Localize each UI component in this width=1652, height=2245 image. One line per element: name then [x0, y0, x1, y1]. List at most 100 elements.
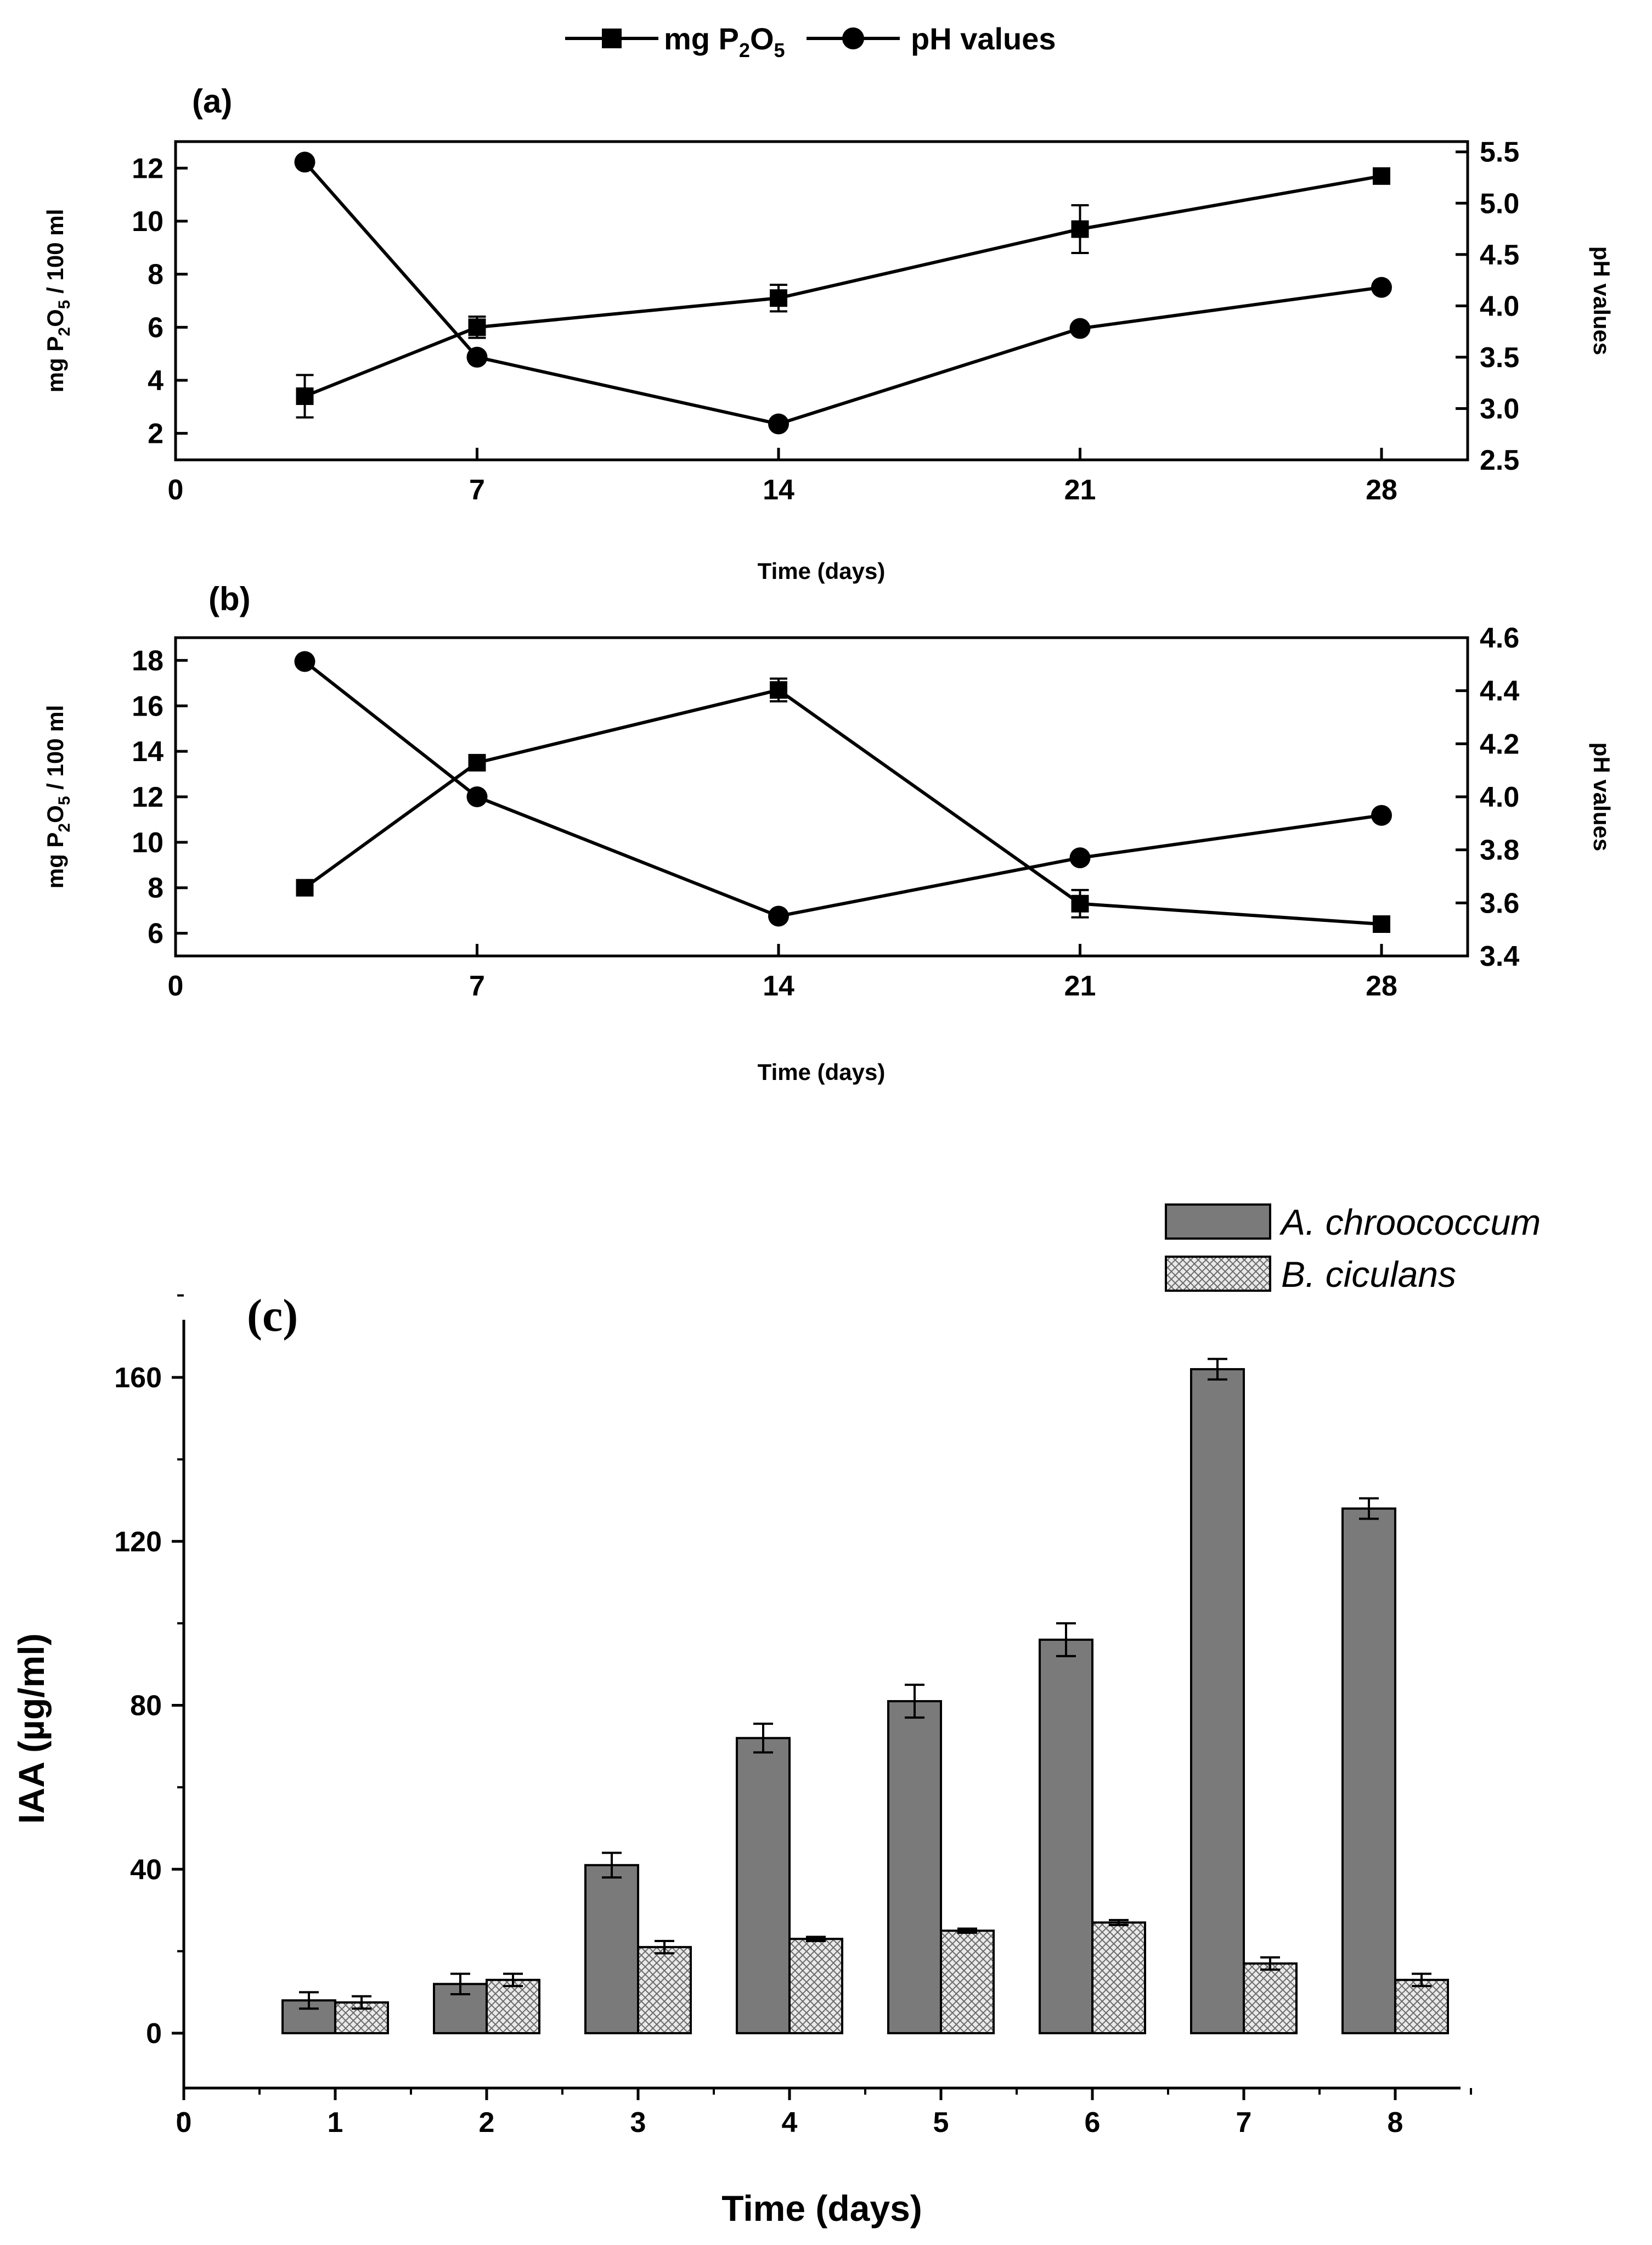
legend-text-a-chroococcum: A. chroococcum — [1279, 1202, 1541, 1242]
panel-c-bar-b-ciculans — [940, 1929, 995, 2034]
panel-c-x-tick-label: 1 — [328, 2107, 343, 2139]
panel-a-x-tick-label: 28 — [1366, 474, 1397, 506]
panel-c-xlabel: Time (days) — [721, 2188, 922, 2229]
panel-c-y-tick-label: 80 — [130, 1690, 162, 1722]
panel-c-x-tick-label: 7 — [1236, 2107, 1252, 2139]
legend-text-ph: pH values — [911, 21, 1056, 56]
panel-a-x-tick-label: 21 — [1064, 474, 1096, 506]
panel-b-point-p2o5 — [1071, 894, 1089, 913]
panel-c-bar-b-ciculans — [788, 1938, 843, 2034]
panel-b-xlabel: Time (days) — [758, 1059, 886, 1085]
legend-square-marker — [602, 29, 622, 48]
panel-b-point-ph — [294, 651, 315, 672]
panel-b-y-right-tick-label: 4.0 — [1480, 781, 1519, 813]
panel-b-y-right-tick-label: 3.4 — [1480, 941, 1519, 972]
panel-c-y-tick-label: 0 — [146, 2018, 162, 2050]
panel-c-x-tick-label: 4 — [782, 2107, 798, 2139]
panel-b-point-p2o5 — [1373, 915, 1390, 933]
panel-a-y-left-tick-label: 4 — [148, 365, 163, 397]
panel-b-point-p2o5 — [468, 753, 486, 772]
panel-a-y-right-tick-label: 5.0 — [1480, 188, 1519, 220]
panel-b-point-ph — [768, 905, 789, 927]
panel-a-y-right-tick-label: 2.5 — [1480, 445, 1519, 476]
panel-a-point-ph — [1069, 318, 1091, 339]
panel-b: (b) 0 7 14 21 28 6 8 10 12 14 16 18 3.4 3.6 3.8 4.0 4.2 4… — [42, 581, 1615, 1085]
panel-a-line-p2o5 — [304, 174, 1382, 398]
panel-c-bar-b-ciculans — [1394, 1978, 1449, 2034]
panel-b-ylabel-left: mg P2O5 / 100 ml — [42, 705, 74, 889]
panel-b-y-left-tick-label: 6 — [148, 918, 163, 950]
panel-a-point-p2o5 — [468, 318, 486, 336]
panel-a-y-right-tick-label: 5.5 — [1480, 137, 1519, 168]
panel-a-point-p2o5 — [296, 387, 314, 405]
panel-a-point-ph — [294, 151, 315, 173]
panel-b-ticks: 0 7 14 21 28 6 8 10 12 14 16 18 3.4 3.6 3.8 4.0 4.2 4.4 4.… — [132, 622, 1519, 1002]
panel-c-bar-a-chroococcum — [887, 1700, 942, 2034]
panel-b-point-p2o5 — [296, 879, 314, 897]
panel-a-ylabel-right: pH values — [1589, 246, 1615, 355]
panel-b-y-left-tick-label: 14 — [132, 736, 163, 768]
panel-c-x-tick-label: 2 — [479, 2107, 495, 2139]
panel-a-y-left-tick-label: 12 — [132, 153, 163, 184]
panel-a-xlabel: Time (days) — [758, 558, 886, 584]
panel-a-y-right-tick-label: 3.5 — [1480, 342, 1519, 374]
panel-a-y-right-tick-label: 3.0 — [1480, 393, 1519, 425]
panel-b-y-left-tick-label: 10 — [132, 827, 163, 859]
panel-c-x-tick-label: 3 — [630, 2107, 646, 2139]
legend-swatch-a-chroococcum — [1165, 1203, 1271, 1240]
panel-c-bar-b-ciculans — [486, 1978, 540, 2034]
panel-a-x-tick-label: 14 — [763, 474, 794, 506]
panel-b-x-tick-label: 21 — [1064, 970, 1096, 1002]
panel-a-ylabel-left: mg P2O5 / 100 ml — [42, 209, 74, 393]
panel-a-label: (a) — [192, 83, 232, 120]
panel-a-frame — [174, 140, 1469, 462]
panel-a-point-p2o5 — [1373, 167, 1390, 185]
top-legend: mg P2O5 pH values — [565, 21, 1056, 61]
panel-a: (a) 0 7 14 21 28 2 4 6 8 10 12 2.5 3.0 3.5 4.0 4.5 5.0 5.… — [42, 83, 1615, 584]
legend-swatch-b-ciculans — [1165, 1256, 1271, 1292]
panel-b-y-left-tick-label: 8 — [148, 873, 163, 904]
panel-c-y-tick-label: 40 — [130, 1854, 162, 1886]
panel-c-bar-a-chroococcum — [1341, 1507, 1396, 2034]
panel-a-y-left-tick-label: 10 — [132, 206, 163, 238]
panel-a-point-ph — [466, 346, 488, 368]
panel-a-y-left-tick-label: 6 — [148, 312, 163, 344]
panel-a-point-ph — [1371, 277, 1392, 298]
panel-c-bar-b-ciculans — [1091, 1921, 1146, 2034]
panel-c-x-tick-label: 5 — [933, 2107, 949, 2139]
panel-b-y-left-tick-label: 16 — [132, 690, 163, 722]
panel-b-x-tick-label: 7 — [469, 970, 485, 1002]
panel-c-bar-b-ciculans — [637, 1946, 692, 2034]
panel-a-point-p2o5 — [770, 289, 787, 307]
panel-c-x-tick-label: 0 — [176, 2107, 192, 2139]
panel-b-point-p2o5 — [770, 681, 787, 699]
panel-b-point-ph — [1371, 804, 1392, 826]
panel-c-bar-b-ciculans — [1243, 1962, 1298, 2034]
panel-a-ticks: 0 7 14 21 28 2 4 6 8 10 12 2.5 3.0 3.5 4.0 4.5 5.0 5.5 — [132, 137, 1519, 506]
panel-b-x-tick-label: 0 — [168, 970, 184, 1002]
panel-c-data — [281, 1358, 1449, 2034]
panel-a-data — [294, 151, 1392, 435]
panel-c-y-tick-label: 160 — [114, 1362, 162, 1394]
panel-a-point-p2o5 — [1071, 220, 1089, 238]
legend-circle-marker — [842, 27, 864, 49]
panel-b-x-tick-label: 28 — [1366, 970, 1397, 1002]
panel-b-point-ph — [1069, 847, 1091, 869]
panel-a-y-left-tick-label: 2 — [148, 418, 163, 450]
panel-c-bar-a-chroococcum — [1039, 1639, 1093, 2034]
panel-a-x-tick-label: 7 — [469, 474, 485, 506]
panel-b-y-left-tick-label: 12 — [132, 781, 163, 813]
panel-b-point-ph — [466, 786, 488, 807]
panel-c-bar-a-chroococcum — [1190, 1368, 1245, 2034]
panel-b-label: (b) — [208, 581, 251, 617]
legend-text-p2o5: mg P2O5 — [664, 21, 785, 61]
panel-b-y-right-tick-label: 4.4 — [1480, 676, 1519, 707]
panel-c-label: (c) — [247, 1290, 298, 1341]
panel-c-y-tick-label: 120 — [114, 1526, 162, 1558]
legend-text-b-ciculans: B. ciculans — [1281, 1254, 1456, 1295]
panel-a-y-right-tick-label: 4.0 — [1480, 290, 1519, 322]
panel-b-ylabel-right: pH values — [1589, 742, 1615, 851]
panel-b-y-right-tick-label: 3.8 — [1480, 835, 1519, 867]
